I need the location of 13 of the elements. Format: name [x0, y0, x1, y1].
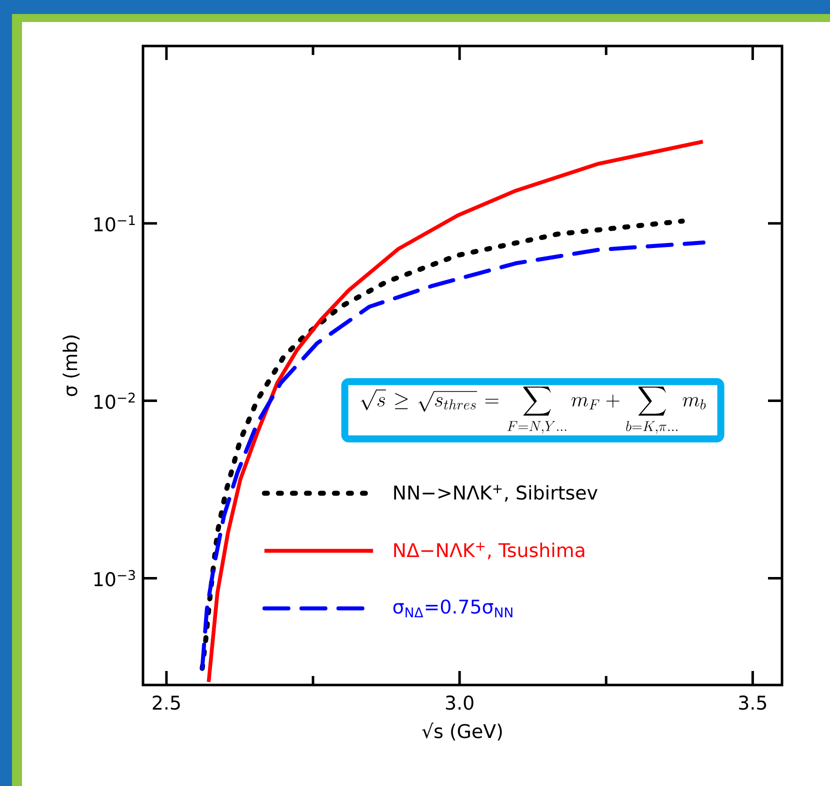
text: NΔ−NΛK$^{+}$, Tsushima [394, 542, 584, 560]
line-series [206, 140, 705, 684]
y-tick-label: 10$^{−1}$ [94, 215, 135, 232]
x-axis-title: √s (GeV) [422, 722, 502, 741]
x-tick-label: 3.5 [739, 696, 766, 710]
y-axis-title: σ (mb) [62, 336, 80, 396]
y-tick-label: 10$^{−2}$ [94, 392, 135, 409]
x-tick-label: 2.5 [152, 696, 180, 710]
text: σ$_{NΔ}$=0.75σ$_{NN}$ [393, 599, 512, 618]
annotation: $\sqrt{s} \geq \sqrt{s_{thres}} = \sum_{F=N,Y\ldots} m_F + \sum_{b=K,\pi\ldots} m_b$ [360, 386, 706, 434]
y-tick-label: 10$^{−3}$ [94, 570, 135, 586]
x-tick-label: 3.0 [446, 696, 474, 710]
text: NN−>NΛK$^{+}$, Sibirtsev [394, 484, 598, 502]
